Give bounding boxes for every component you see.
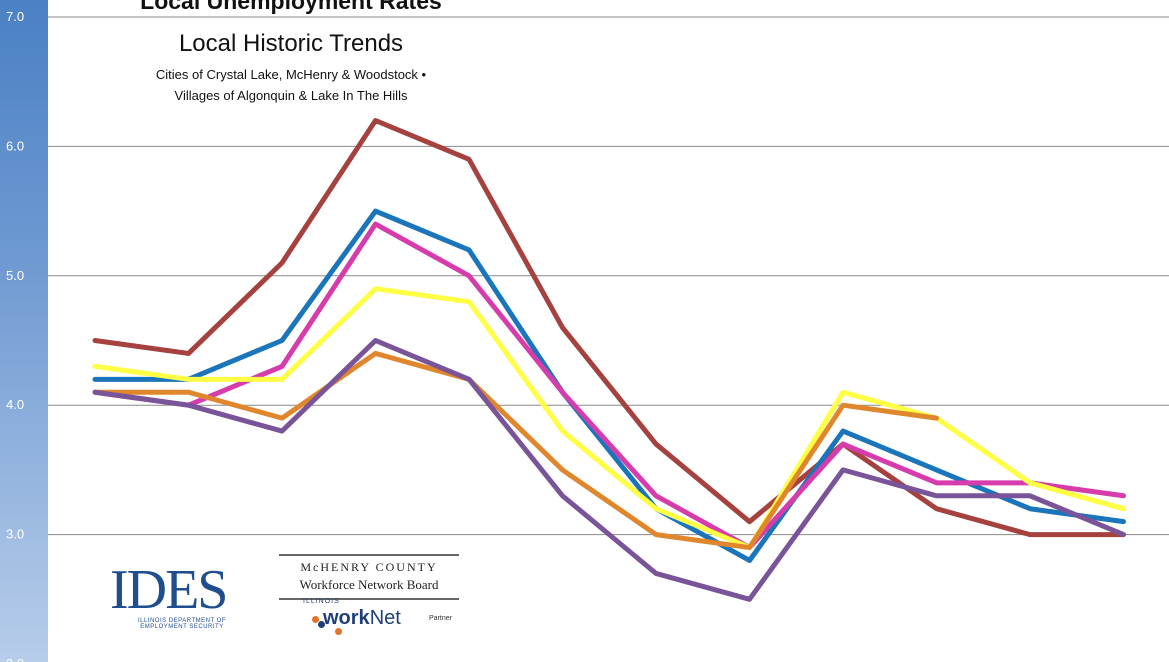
- y-tick-label: 2.0: [6, 656, 24, 662]
- ides-logo: IDES ILLINOIS DEPARTMENT OF EMPLOYMENT S…: [110, 562, 250, 632]
- worknet-partner-label: Partner: [429, 615, 452, 622]
- worknet-dot-icon: [318, 621, 325, 628]
- series-line-1: [92, 118, 1126, 538]
- series-line-3: [92, 221, 1126, 551]
- worknet-logo: ILLINOIS workNet Partner: [301, 598, 461, 638]
- wnb-logo-box: McHENRY COUNTY Workforce Network Board: [279, 554, 459, 600]
- y-tick-label: 7.0: [6, 9, 24, 24]
- wnb-logo-line2: Workforce Network Board: [299, 577, 439, 592]
- series-line-5: [92, 350, 939, 551]
- worknet-wordmark-light: Net: [369, 607, 401, 629]
- worknet-wordmark-bold: work: [323, 607, 370, 629]
- ides-logo-word: IDES: [110, 559, 228, 621]
- wnb-logo-line1: McHENRY COUNTY: [300, 560, 438, 574]
- worknet-wordmark: workNet: [323, 607, 401, 630]
- chart-caption-line1: Cities of Crystal Lake, McHenry & Woodst…: [155, 67, 427, 82]
- ides-logo-subtext: ILLINOIS DEPARTMENT OF EMPLOYMENT SECURI…: [137, 618, 226, 630]
- workforce-network-board-logo: McHENRY COUNTY Workforce Network Board I…: [275, 552, 467, 642]
- chart-caption-line2: Villages of Algonquin & Lake In The Hill…: [174, 88, 408, 103]
- y-axis-panel: [0, 0, 48, 662]
- series-line-6: [92, 338, 1126, 602]
- series-line-4: [92, 286, 1126, 551]
- worknet-dot-icon: [335, 628, 342, 635]
- y-tick-label: 6.0: [6, 138, 24, 153]
- series-line-2: [92, 208, 1126, 563]
- y-tick-label: 3.0: [6, 527, 24, 542]
- chart-title: Local Unemployment Rates: [140, 0, 442, 14]
- y-tick-label: 5.0: [6, 268, 24, 283]
- y-tick-label: 4.0: [6, 397, 24, 412]
- worknet-dot-icon: [312, 616, 319, 623]
- chart-subtitle: Local Historic Trends: [178, 30, 404, 57]
- worknet-illinois-label: ILLINOIS: [303, 598, 340, 605]
